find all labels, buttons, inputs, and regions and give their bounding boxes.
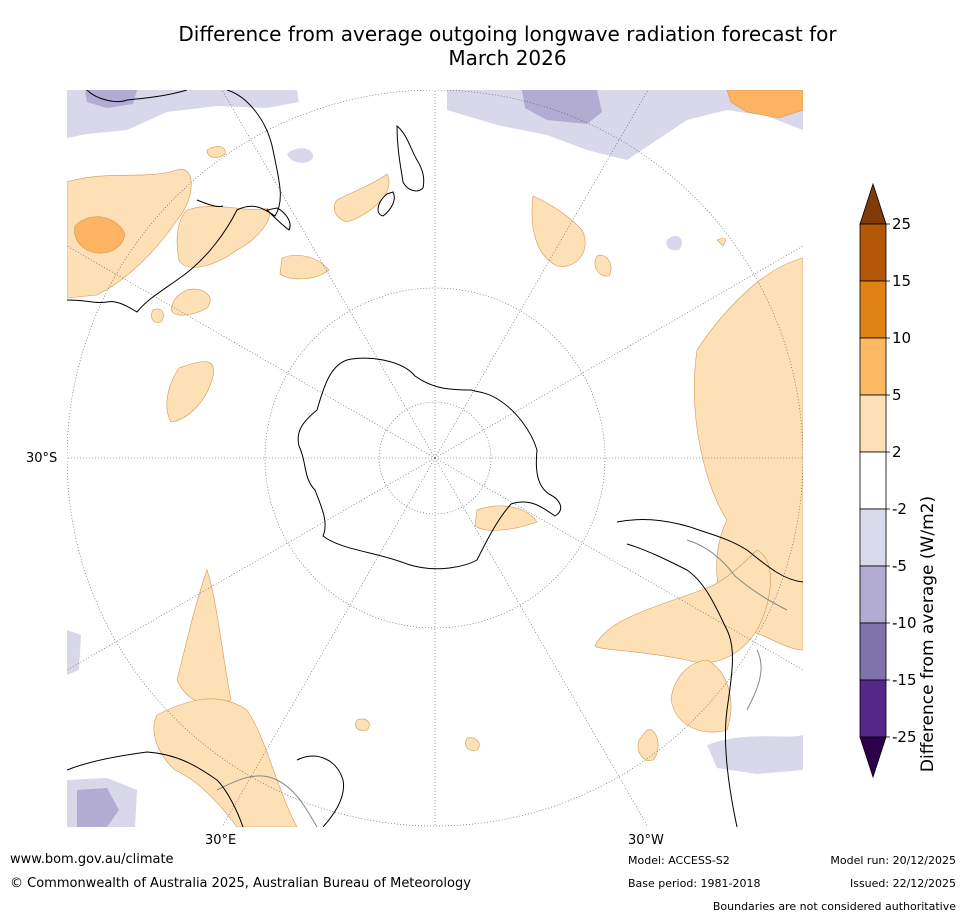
footer-base-period: Base period: 1981-2018 [628,877,761,890]
boundary-lines [216,539,788,827]
chart-title: Difference from average outgoing longwav… [60,22,955,70]
positive-anomaly-strong [74,90,803,254]
south-america-coastline [616,519,803,827]
footer-disclaimer: Boundaries are not considered authoritat… [712,900,956,913]
colorbar-segment [859,451,887,510]
footer-model-run: Model run: 20/12/2025 [830,854,956,867]
colorbar-segment [859,679,887,738]
graticule [67,90,803,827]
colorbar-segment [859,622,887,681]
lat-label-30s: 30°S [26,451,58,466]
colorbar-extend-bottom [859,736,887,779]
polar-map [67,90,803,827]
colorbar-tick-label: 10 [892,329,911,347]
australia-coastline [67,90,291,313]
colorbar-segment [859,223,887,282]
colorbar-tick-label: -5 [892,557,907,575]
footer-model: Model: ACCESS-S2 [628,854,730,867]
lon-label-30w: 30°W [628,833,664,848]
antarctica-coastline [297,357,562,570]
footer-website: www.bom.gov.au/climate [10,852,174,867]
map-panel [67,90,803,827]
colorbar-segment [859,565,887,624]
colorbar-segment [859,508,887,567]
africa-coastline [67,751,345,827]
colorbar-title: Difference from average (W/m2) [918,495,938,773]
colorbar-tick-label: -25 [892,728,917,746]
footer-copyright: © Commonwealth of Australia 2025, Austra… [10,876,471,891]
colorbar-segment [859,337,887,396]
negative-anomaly-strong [77,90,602,827]
colorbar: 25 15 10 5 2 -2 -5 -10 -15 -25 [859,182,917,779]
colorbar-segment [859,280,887,339]
lon-label-30e: 30°E [205,833,237,848]
chart-title-line-1: Difference from average outgoing longwav… [178,22,837,46]
chart-title-line-2: March 2026 [448,46,567,70]
colorbar-tick-label: 2 [892,443,902,461]
colorbar-tick-label: -10 [892,614,917,632]
colorbar-tick-label: 5 [892,386,902,404]
positive-anomaly-areas [67,146,803,827]
colorbar-segment [859,394,887,453]
colorbar-tick-label: 25 [892,215,911,233]
colorbar-tick-label: 15 [892,272,911,290]
colorbar-tick-label: -2 [892,500,907,518]
colorbar-tick-label: -15 [892,671,917,689]
new-zealand-coastline [377,124,425,217]
footer-issued: Issued: 22/12/2025 [849,877,956,890]
colorbar-extend-top [859,182,887,225]
